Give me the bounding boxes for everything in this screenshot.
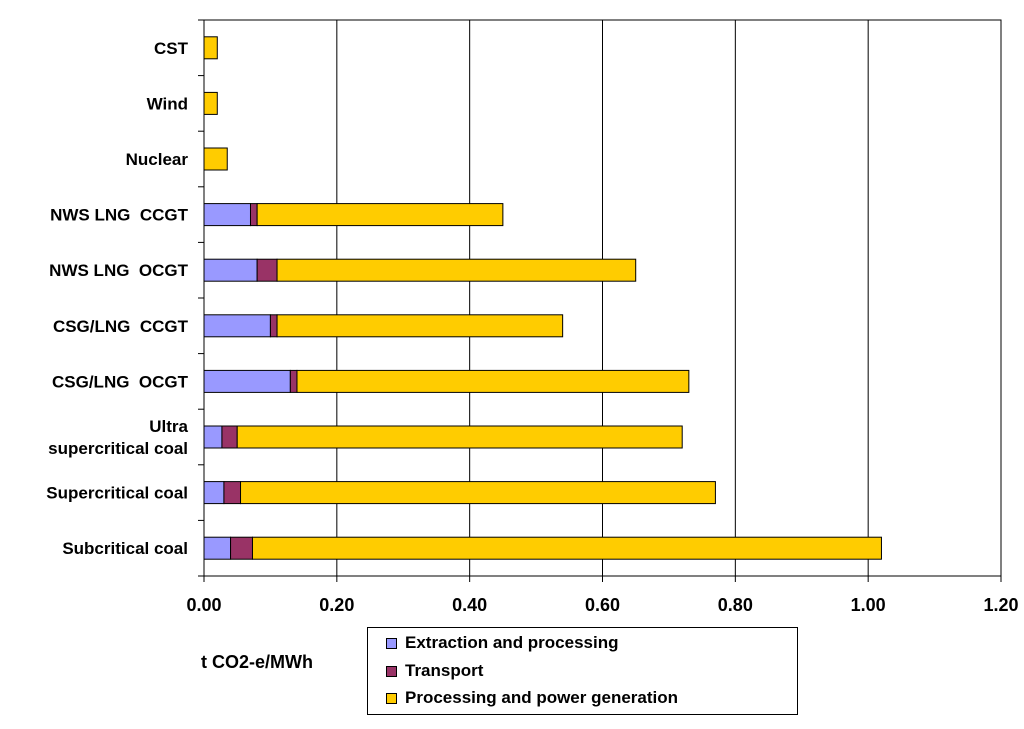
legend-swatch	[386, 665, 397, 677]
legend-swatch	[386, 692, 397, 704]
bar-segment-extraction	[203, 314, 271, 338]
category-label: CST	[154, 39, 189, 58]
x-tick-label: 0.80	[718, 595, 753, 615]
bar-segment-generation	[296, 369, 690, 393]
bar-segment-extraction	[203, 481, 225, 505]
legend: Extraction and processing Transport Proc…	[367, 627, 798, 715]
bar-segment-extraction	[203, 425, 223, 449]
bar-segment-generation	[276, 258, 637, 282]
category-label-line: NWS LNG CCGT	[50, 206, 188, 225]
bar-segment-extraction	[203, 203, 251, 227]
category-label: NWS LNG CCGT	[50, 206, 188, 225]
category-label: CSG/LNG CCGT	[53, 317, 189, 336]
legend-label: Extraction and processing	[405, 633, 619, 652]
category-label-line: CSG/LNG CCGT	[53, 317, 189, 336]
legend-item-generation: Processing and power generation	[386, 687, 678, 709]
bar-segment-generation	[203, 147, 228, 171]
bar-segment-generation	[203, 36, 218, 60]
bar-segment-generation	[251, 536, 882, 560]
category-label: Nuclear	[126, 150, 189, 169]
category-label: CSG/LNG OCGT	[52, 372, 189, 391]
bar-segment-extraction	[203, 536, 232, 560]
category-label-line: Nuclear	[126, 150, 189, 169]
category-label-line: supercritical coal	[48, 439, 188, 458]
bar-segment-transport	[289, 369, 298, 393]
x-tick-labels: 0.00 0.20 0.40 0.60 0.80 1.00 1.20	[186, 595, 1018, 615]
bar-segment-transport	[256, 258, 278, 282]
x-tick-label: 0.40	[452, 595, 487, 615]
category-label: Subcritical coal	[62, 539, 188, 558]
category-label-line: Subcritical coal	[62, 539, 188, 558]
bar-segment-generation	[203, 91, 218, 115]
x-tick-label: 0.00	[186, 595, 221, 615]
category-label-line: CST	[154, 39, 189, 58]
category-label-line: CSG/LNG OCGT	[52, 372, 189, 391]
legend-label: Transport	[405, 661, 484, 680]
bar-segment-generation	[240, 481, 716, 505]
category-label-line: NWS LNG OCGT	[49, 261, 188, 280]
x-tick-label: 0.60	[585, 595, 620, 615]
bar-segment-generation	[256, 203, 504, 227]
category-label-line: Wind	[147, 94, 188, 113]
legend-label: Processing and power generation	[405, 688, 679, 707]
category-label-line: Supercritical coal	[46, 484, 188, 503]
x-tick-label: 0.20	[319, 595, 354, 615]
category-label: Wind	[147, 94, 188, 113]
bars	[203, 36, 882, 560]
category-label: NWS LNG OCGT	[49, 261, 188, 280]
category-label-line: Ultra	[149, 417, 188, 436]
legend-swatch	[386, 637, 397, 649]
legend-item-transport: Transport	[386, 660, 483, 682]
category-labels: CST Wind Nuclear NWS LNG CCGT NWS LNG OCGT CS…	[46, 39, 188, 558]
x-tick-label: 1.20	[983, 595, 1018, 615]
category-label: Ultra supercritical coal	[48, 417, 188, 458]
legend-item-extraction: Extraction and processing	[386, 632, 619, 654]
bar-segment-transport	[223, 481, 242, 505]
category-label: Supercritical coal	[46, 484, 188, 503]
bar-segment-transport	[221, 425, 238, 449]
bar-segment-transport	[230, 536, 253, 560]
bar-segment-extraction	[203, 369, 291, 393]
bar-segment-transport	[249, 203, 258, 227]
axes	[198, 19, 1002, 582]
bar-segment-generation	[236, 425, 683, 449]
bar-segment-extraction	[203, 258, 258, 282]
bar-segment-transport	[269, 314, 278, 338]
x-tick-label: 1.00	[851, 595, 886, 615]
bar-segment-generation	[276, 314, 564, 338]
x-axis-label: t CO2-e/MWh	[201, 652, 313, 672]
